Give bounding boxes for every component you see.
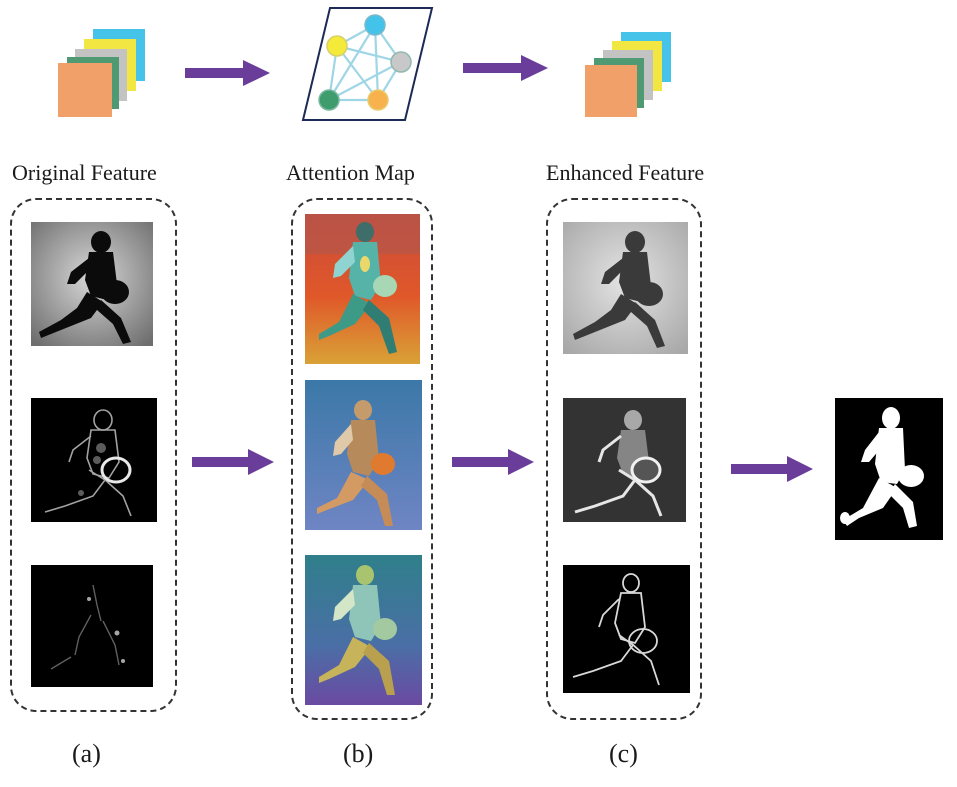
arrow-right-icon	[452, 449, 534, 475]
attention-map-1	[305, 214, 420, 364]
original-feature-title: Original Feature	[12, 160, 157, 185]
segmentation-mask-output	[835, 398, 943, 540]
panel-label-c: (c)	[609, 739, 638, 768]
enhanced-feature-map-1	[563, 222, 688, 354]
attention-map-box	[291, 198, 433, 720]
arrow-right-icon	[731, 456, 813, 482]
original-feature-box	[10, 198, 177, 712]
panel-label-b: (b)	[343, 739, 374, 768]
input-feature-stack-icon	[55, 25, 150, 117]
panel-label-a: (a)	[72, 739, 101, 768]
arrow-right-icon	[185, 60, 270, 86]
enhanced-feature-map-2	[563, 398, 686, 522]
original-feature-map-2	[31, 398, 157, 522]
attention-map-2	[305, 380, 422, 530]
output-feature-stack-icon	[583, 28, 678, 120]
original-feature-map-1	[31, 222, 153, 346]
attention-map-title: Attention Map	[286, 160, 415, 185]
enhanced-feature-box	[546, 198, 702, 720]
attention-map-3	[305, 555, 422, 705]
original-feature-map-3	[31, 565, 153, 687]
arrow-right-icon	[192, 449, 274, 475]
arrow-right-icon	[463, 55, 548, 81]
graph-attention-icon	[300, 5, 435, 123]
enhanced-feature-title: Enhanced Feature	[546, 160, 705, 185]
enhanced-feature-map-3	[563, 565, 690, 693]
